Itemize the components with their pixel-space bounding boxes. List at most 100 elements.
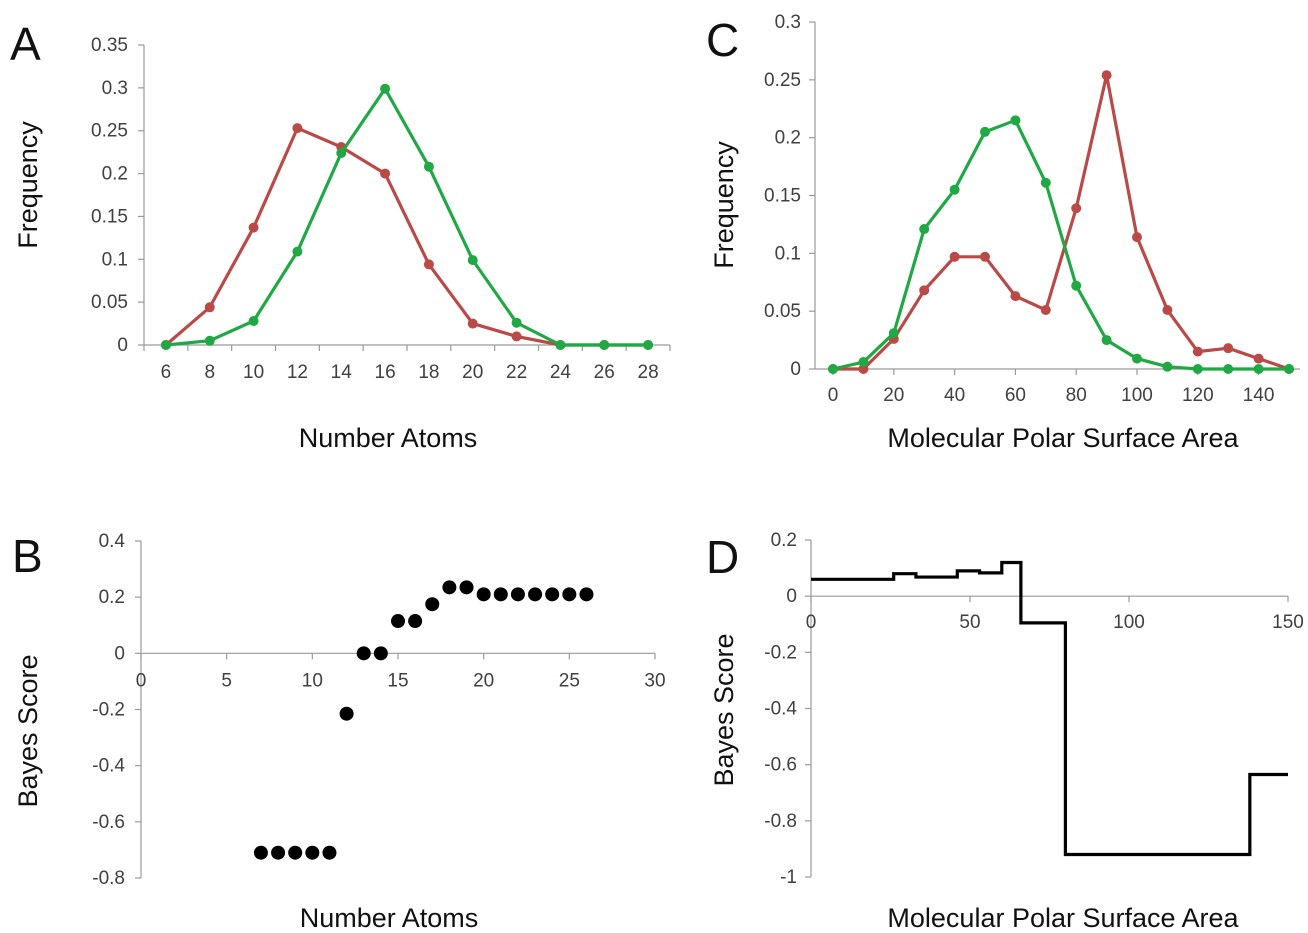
panel-b-point (271, 845, 286, 860)
panel-b-x-tick-label: 15 (387, 670, 408, 691)
panel-b-y-tick-label: 0.4 (99, 531, 126, 552)
panel-a-x-tick-label: 6 (161, 362, 172, 383)
panel-c-series-1-point (919, 285, 930, 296)
panel-b-xlabel: Number Atoms (300, 903, 479, 933)
panel-c-series-1-point (1253, 353, 1264, 364)
panel-c-series-1-point (1132, 232, 1142, 243)
panel-c-y-tick-label: 0 (790, 359, 801, 380)
panel-d-y-tick-label: -0.2 (764, 642, 797, 663)
panel-b-point (562, 587, 577, 602)
panel-c-x-tick-label: 100 (1121, 385, 1153, 406)
panel-b-point (476, 587, 491, 602)
panel-b-y-tick-label: -0.4 (92, 756, 125, 777)
panel-b-x-tick-label: 0 (136, 670, 147, 691)
panel-a-series-2-line (165, 87, 649, 347)
panel-c-series-1-point (1071, 203, 1082, 214)
panel-c-y-tick-label: 0.3 (775, 12, 801, 33)
panel-c-series-2-line (832, 118, 1289, 371)
panel-a-ylabel: Frequency (13, 121, 43, 249)
panel-a-series-2-point (336, 148, 347, 158)
panel-a-y-tick-label: 0.3 (102, 78, 128, 99)
panel-a-series-2-point (204, 335, 215, 346)
panel-c-series-2-point (858, 357, 869, 368)
panel-a-x-tick-label: 24 (550, 362, 572, 383)
panel-b-point (510, 587, 525, 602)
panel-c-series-2-point (1101, 335, 1112, 346)
panel-a-series-2-point (555, 340, 566, 350)
panel-a-series-2-point (423, 161, 434, 172)
panel-c-series-2-point (949, 184, 960, 195)
panel-c-x-tick-label: 0 (828, 385, 839, 406)
panel-b-point (288, 845, 303, 860)
panel-b-point (373, 646, 388, 661)
panel-c-series-2-point (888, 328, 899, 339)
panel-a-series-2-point (599, 340, 610, 350)
panel-letter-c: C (706, 14, 739, 66)
panel-a-x-tick-label: 28 (638, 362, 659, 383)
panel-b-x-tick-label: 30 (644, 670, 665, 691)
panel-d-ylabel: Bayes Score (709, 633, 739, 786)
panel-d-x-tick-label: 150 (1272, 612, 1304, 633)
panel-a-x-tick-label: 10 (243, 362, 264, 383)
panel-c-series-2-point (1132, 353, 1142, 364)
panel-d-x-tick-label: 100 (1113, 612, 1145, 633)
panel-letter-d: D (706, 531, 739, 583)
panel-a-series-1-point (423, 259, 434, 270)
panel-b-x-tick-label: 20 (473, 670, 494, 691)
panel-c-series-1-line (833, 73, 1290, 371)
panel-d-x-tick-label: 50 (959, 612, 980, 633)
panel-c-series-2-point (1223, 364, 1234, 374)
panel-c-series-1-point (1162, 305, 1173, 316)
panel-b-point (579, 587, 594, 602)
panel-b-y-tick-label: 0 (114, 643, 125, 664)
panel-a-y-tick-label: 0.1 (102, 249, 128, 270)
panel-a-series-1-point (292, 123, 303, 134)
panel-c-y-tick-label: 0.2 (775, 128, 801, 149)
panel-b-point (339, 706, 354, 721)
panel-a-x-tick-label: 26 (594, 362, 615, 383)
panel-d: -1 -0.8 -0.6 -0.4 -0.2 0 0.2 0 50 100 150 (764, 530, 1304, 888)
panel-d-y-tick-label: 0.2 (771, 530, 797, 551)
panel-a-x-tick-label: 20 (462, 362, 483, 383)
panel-a-x-tick-label: 14 (331, 362, 353, 383)
panel-c-series-1-point (949, 251, 960, 262)
panel-c-y-tick-label: 0.25 (764, 70, 801, 91)
panel-b: -0.8 -0.6 -0.4 -0.2 0 0.2 0.4 0 5 10 15 20 25 30 (92, 531, 665, 889)
panel-a-series-2-point (643, 340, 654, 350)
panel-d-y-tick-label: -0.4 (764, 699, 797, 720)
panel-c: 0 0.05 0.1 0.15 0.2 0.25 0.3 0 20 40 60 80 100 120 140 (764, 12, 1300, 406)
panel-a-y-tick-label: 0.05 (91, 292, 128, 313)
panel-c-series-2-point (1040, 177, 1051, 188)
panel-b-point (356, 646, 371, 661)
panel-a-x-tick-label: 12 (287, 362, 308, 383)
panel-b-point (305, 845, 320, 860)
panel-d-y-tick-label: -1 (780, 867, 797, 888)
panel-c-x-tick-label: 20 (883, 385, 904, 406)
panel-a-y-tick-label: 0.35 (91, 35, 128, 56)
panel-d-y-tick-label: -0.8 (764, 811, 797, 832)
panel-b-y-tick-label: -0.2 (92, 700, 125, 721)
panel-a-series-2-point (292, 246, 303, 257)
panel-b-point (493, 587, 508, 602)
panel-c-x-tick-label: 80 (1066, 385, 1087, 406)
panel-b-point (391, 614, 405, 629)
panel-c-x-tick-label: 140 (1243, 385, 1275, 406)
panel-b-point (425, 597, 440, 612)
panel-a-series-2-point (160, 340, 171, 350)
panel-b-x-tick-label: 25 (559, 670, 580, 691)
panel-d-x-tick-label: 0 (806, 612, 817, 633)
panel-a-series-1-point (511, 331, 522, 342)
panel-c-series-2-point (919, 224, 930, 235)
panel-b-y-tick-label: -0.8 (92, 868, 125, 889)
panel-b-point (253, 845, 268, 860)
panel-d-xlabel: Molecular Polar Surface Area (887, 903, 1239, 933)
panel-c-series-2-point (1192, 364, 1203, 374)
panel-a-series-2-point (380, 83, 391, 94)
panel-letter-b: B (12, 530, 43, 582)
panel-c-series-1-point (1040, 305, 1051, 316)
panel-c-ylabel: Frequency (709, 141, 739, 269)
panel-a-y-tick-label: 0.25 (91, 121, 128, 142)
panel-c-x-tick-label: 120 (1182, 385, 1214, 406)
panel-b-y-tick-label: -0.6 (92, 812, 125, 833)
